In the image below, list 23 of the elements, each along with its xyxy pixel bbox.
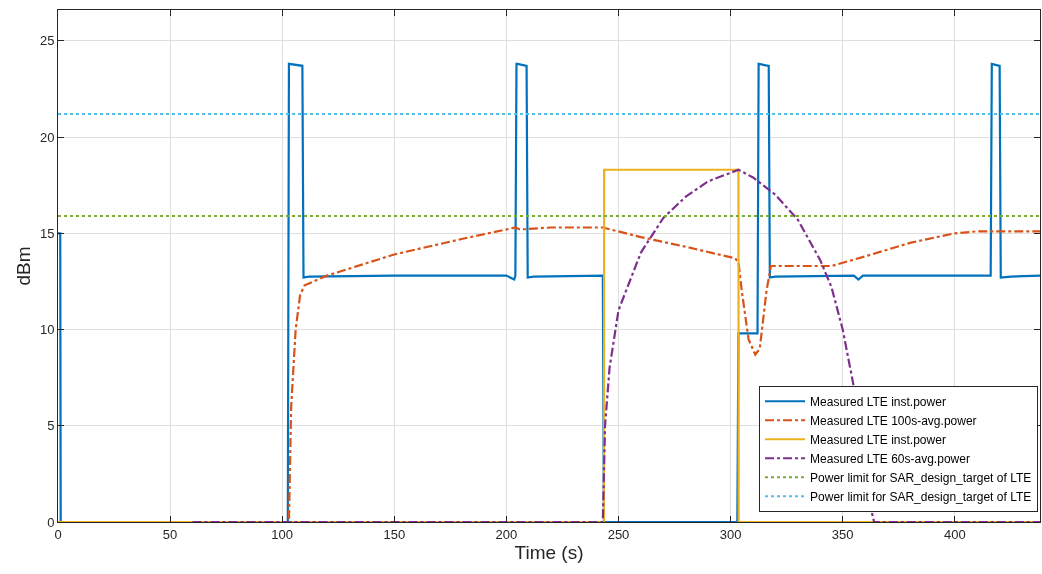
y-tick-label: 20 [39, 129, 55, 145]
y-tick-label: 10 [39, 322, 55, 338]
y-tick-label: 0 [47, 514, 55, 530]
x-tick-label: 150 [383, 526, 406, 542]
y-tick-label: 5 [47, 418, 55, 434]
x-tick-label: 50 [162, 526, 178, 542]
legend-label: Measured LTE inst.power [810, 432, 946, 447]
x-tick-label: 400 [943, 526, 966, 542]
line-series [58, 62, 1040, 522]
y-axis-title: dBm [12, 246, 34, 286]
legend-label: Power limit for SAR_design_target of LTE [810, 489, 1032, 504]
x-tick-label: 200 [495, 526, 518, 542]
legend-label: Measured LTE 100s-avg.power [810, 413, 977, 428]
y-tick-label: 25 [39, 33, 55, 49]
x-tick-label: 300 [719, 526, 742, 542]
legend-label: Measured LTE inst.power [810, 394, 946, 409]
x-tick-label: 250 [607, 526, 630, 542]
legend-label: Measured LTE 60s-avg.power [810, 451, 970, 466]
x-tick-label: 100 [271, 526, 294, 542]
y-tick-label: 15 [39, 225, 55, 241]
x-tick-label: 350 [831, 526, 854, 542]
x-axis-title: Time (s) [514, 541, 584, 563]
legend-label: Power limit for SAR_design_target of LTE [810, 470, 1032, 485]
